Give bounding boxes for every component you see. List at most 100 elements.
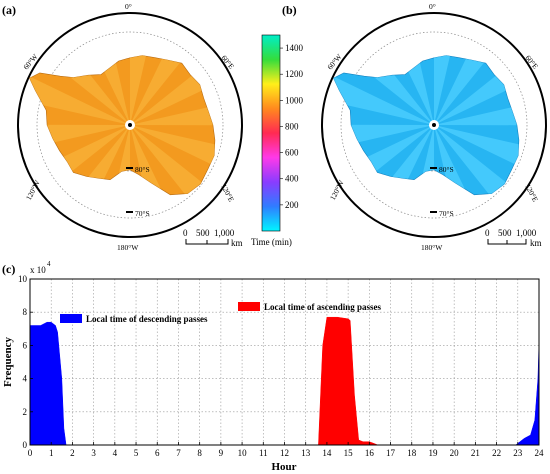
scalebar-a: 0 500 1,000 km <box>183 228 243 248</box>
colorbar-tick-label: 1200 <box>285 69 304 79</box>
x-tick-label: 14 <box>322 448 332 458</box>
x-tick-label: 9 <box>219 448 224 458</box>
map-a-label-80s: 80°S <box>135 165 150 174</box>
map-a-label-0: 0° <box>125 2 132 11</box>
swath-sector <box>434 125 487 195</box>
legend-swatch-ascending <box>238 302 260 311</box>
colorbar-title: Time (min) <box>251 237 292 247</box>
x-tick-label: 21 <box>471 448 480 458</box>
scalebar-a-tick-1000: 1,000 <box>214 228 235 238</box>
x-tick-label: 8 <box>197 448 202 458</box>
map-b-label-70s: 70°S <box>439 209 454 218</box>
swath-sector <box>130 125 215 195</box>
chart-areas <box>29 316 540 446</box>
swath-sector <box>130 55 206 125</box>
x-tick-label: 2 <box>70 448 75 458</box>
scalebar-a-bar <box>185 239 229 245</box>
x-tick-label: 13 <box>301 448 311 458</box>
map-panel-a: 0° 60°W 60°E 120°W 120°E 180°W 80°S 70°S <box>17 2 243 252</box>
map-a-gridline-70s <box>36 31 224 219</box>
chart-x-ticks: 0 1 2 3 4 5 6 7 8 9 10 11 12 13 14 15 16 17 18 19 20 21 22 23 24 <box>28 442 544 458</box>
map-a-label-120e: 120°E <box>219 182 236 203</box>
legend-swatch-descending <box>60 314 82 323</box>
map-b-label-0: 0° <box>429 2 436 11</box>
y-tick-label: 6 <box>23 340 28 350</box>
swath-sector <box>434 98 519 126</box>
y-tick-label: 8 <box>23 307 28 317</box>
scalebar-b-tick-1000: 1,000 <box>516 228 537 238</box>
scalebar-a-tick-500: 500 <box>196 228 210 238</box>
map-b-gridline-70s <box>340 31 528 219</box>
scalebar-a-unit: km <box>231 238 243 248</box>
colorbar-tick-label: 800 <box>285 121 299 131</box>
x-tick-label: 24 <box>535 448 545 458</box>
panel-label-b: (b) <box>282 3 297 17</box>
frequency-chart: 0 1 2 3 4 5 6 7 8 9 10 11 12 13 14 15 16 17 18 19 20 21 22 23 24… <box>2 260 544 473</box>
chart-y-multiplier: x 10 <box>30 265 46 275</box>
map-a-boundary <box>17 12 243 238</box>
swath-sector <box>340 55 434 125</box>
swath-sector <box>434 55 461 125</box>
scalebar-b: 0 500 1,000 km <box>485 228 542 248</box>
y-tick-label: 2 <box>23 407 28 417</box>
area-series-ascending <box>318 316 378 446</box>
scalebar-a-tick-0: 0 <box>183 228 188 238</box>
x-tick-label: 10 <box>238 448 248 458</box>
y-tick-label: 10 <box>18 274 28 284</box>
panel-label-c: (c) <box>2 262 15 276</box>
map-b-label-120e: 120°E <box>523 182 540 203</box>
map-b-boundary <box>321 12 547 238</box>
colorbar-ticks: 200 400 600 800 1000 1200 1400 <box>280 43 304 210</box>
chart-x-label: Hour <box>271 461 296 473</box>
scalebar-b-unit: km <box>530 238 542 248</box>
x-tick-label: 7 <box>176 448 181 458</box>
scalebar-b-bar <box>487 239 527 245</box>
x-tick-label: 15 <box>344 448 354 458</box>
x-tick-label: 16 <box>365 448 375 458</box>
x-tick-label: 11 <box>259 448 268 458</box>
scalebar-b-tick-500: 500 <box>498 228 512 238</box>
chart-y-ticks: 0 2 4 6 8 10 <box>18 274 33 450</box>
swath-sector <box>36 55 130 125</box>
x-tick-label: 17 <box>386 448 396 458</box>
x-tick-label: 1 <box>49 448 54 458</box>
x-tick-label: 3 <box>91 448 96 458</box>
map-b-label-80s: 80°S <box>439 165 454 174</box>
swath-sector <box>333 72 434 125</box>
swath-sector <box>130 98 215 126</box>
x-tick-label: 6 <box>155 448 160 458</box>
map-a-label-70s: 70°S <box>135 209 150 218</box>
x-tick-label: 23 <box>513 448 523 458</box>
colorbar-tick-label: 1400 <box>285 43 304 53</box>
swath-sector <box>434 55 510 125</box>
map-b-label-180w: 180°W <box>421 243 443 252</box>
x-tick-label: 20 <box>450 448 460 458</box>
x-tick-label: 18 <box>407 448 417 458</box>
swath-sector <box>434 125 519 178</box>
map-a-label-180w: 180°W <box>117 243 139 252</box>
chart-y-exponent: 4 <box>47 260 51 268</box>
y-tick-label: 0 <box>23 440 28 450</box>
scalebar-b-tick-0: 0 <box>485 228 490 238</box>
x-tick-label: 0 <box>28 448 33 458</box>
x-tick-label: 4 <box>113 448 118 458</box>
chart-gridlines <box>30 279 539 445</box>
x-tick-label: 22 <box>492 448 501 458</box>
area-series-descending <box>29 321 67 446</box>
swath-sector <box>130 125 215 178</box>
x-tick-label: 5 <box>134 448 139 458</box>
panel-label-a: (a) <box>2 3 16 17</box>
colorbar-tick-label: 1000 <box>285 95 304 105</box>
legend-label-descending: Local time of descending passes <box>86 314 208 324</box>
pole-dot-a <box>128 123 132 127</box>
swath-sector <box>434 125 519 195</box>
colorbar-tick-label: 600 <box>285 148 299 158</box>
area-series-descending <box>514 340 540 446</box>
pole-dot-b <box>432 123 436 127</box>
colorbar: 200 400 600 800 1000 1200 1400 Time (min) <box>251 34 304 247</box>
colorbar-tick-label: 400 <box>285 174 299 184</box>
y-tick-label: 4 <box>23 374 28 384</box>
colorbar-bar <box>261 34 281 232</box>
x-tick-label: 19 <box>428 448 438 458</box>
